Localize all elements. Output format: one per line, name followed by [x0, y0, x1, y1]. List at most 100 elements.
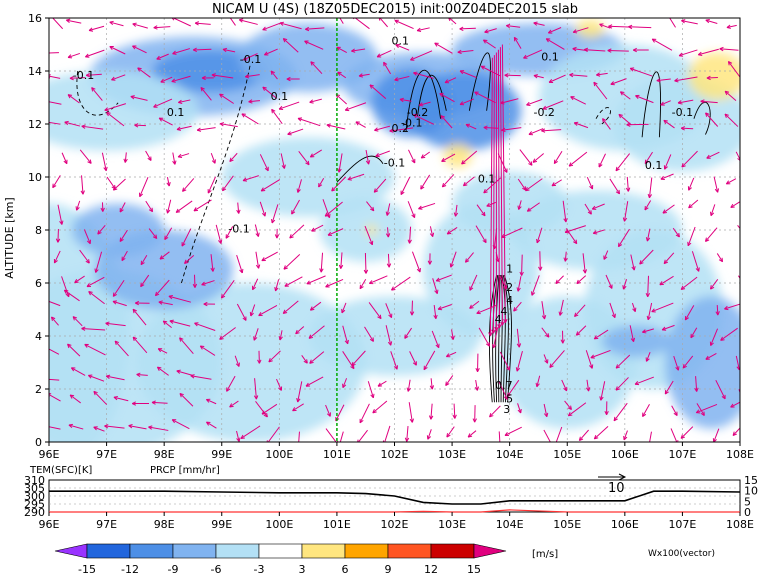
wind-vector: [219, 93, 234, 104]
wind-vector: [562, 200, 568, 223]
wind-vector: [168, 295, 191, 303]
wind-vector: [274, 228, 280, 239]
wind-vector: [724, 90, 737, 101]
wind-vector: [365, 149, 371, 165]
y-tick-label: 16: [28, 12, 42, 25]
wind-vector: [576, 275, 587, 285]
wind-vector: [672, 227, 680, 238]
wind-vector: [255, 401, 268, 418]
wind-vector: [615, 354, 631, 369]
wind-vector: [109, 20, 124, 27]
wind-vector: [564, 400, 572, 410]
wind-vector: [130, 95, 148, 101]
wind-vector: [101, 152, 108, 172]
wind-vector: [91, 87, 103, 101]
wind-vector: [153, 98, 173, 108]
wind-vector: [628, 24, 652, 30]
wind-vector: [674, 76, 698, 83]
wind-vector: [446, 426, 455, 438]
contour-label: 0.1: [167, 106, 185, 119]
wind-vector: [497, 153, 508, 173]
wind-vector: [445, 351, 457, 358]
wind-vector: [215, 224, 223, 244]
wind-vector: [634, 376, 654, 386]
wind-vector: [429, 378, 435, 390]
wind-vector: [158, 117, 173, 126]
wind-vector: [697, 48, 719, 56]
wind-vector: [131, 401, 150, 406]
wind-vector: [298, 431, 300, 442]
contour-labels: -0.1-0.10.10.10.1-0.10.2-0.2-0.10.10.1-0…: [73, 35, 693, 416]
wind-vector: [413, 114, 435, 125]
wind-vector: [70, 367, 86, 376]
contour-line: [405, 69, 442, 132]
wind-vector: [359, 403, 370, 424]
wind-vector: [219, 122, 238, 128]
wind-vector: [158, 300, 173, 306]
wind-vector: [593, 81, 608, 100]
wind-vector: [690, 327, 698, 339]
wind-vector: [248, 99, 261, 104]
annotation-arrow-icon: [598, 473, 627, 481]
wind-vector: [506, 23, 521, 29]
wind-vector: [49, 348, 60, 355]
wind-vector: [68, 423, 84, 430]
wind-vector: [569, 72, 588, 78]
wind-vector: [368, 302, 382, 320]
wind-vector: [491, 55, 496, 334]
wind-vector: [578, 429, 589, 442]
vector-legend: Wx100(vector): [648, 549, 715, 559]
y-tick-label-right: 15: [744, 474, 758, 487]
wind-vector: [255, 251, 261, 269]
contour-line: [468, 52, 491, 111]
wind-shading: [49, 18, 740, 442]
wind-vector: [501, 44, 508, 323]
wind-vector: [326, 123, 346, 130]
y-tick-label: 12: [28, 118, 42, 131]
chart-title: NICAM U (4S) (18Z05DEC2015) init:00Z04DE…: [212, 2, 578, 17]
wind-vector: [358, 73, 370, 78]
wind-vector: [266, 426, 280, 442]
wind-vector: [260, 179, 281, 192]
wind-vector: [677, 99, 694, 105]
wind-vector: [261, 251, 278, 262]
wind-vector: [661, 324, 675, 331]
wind-vector: [687, 177, 695, 191]
shade-region: [72, 203, 165, 257]
wind-vector: [555, 275, 564, 285]
wind-vector: [193, 199, 212, 212]
wind-vector: [132, 45, 147, 54]
x-axis-main: 96E 97E 98E 99E 100E 101E 102E 103E 104E 105E 106E…: [39, 442, 754, 461]
wind-vector: [480, 65, 501, 77]
wind-vector: [642, 404, 650, 417]
wind-vector: [367, 381, 375, 399]
wind-vector: [351, 48, 366, 53]
wind-vector: [385, 203, 391, 216]
wind-vector: [196, 127, 216, 132]
wind-vector: [691, 251, 700, 272]
wind-vector: [97, 224, 106, 235]
wind-vector: [229, 18, 236, 26]
wind-vector: [134, 300, 150, 306]
wind-vector: [61, 152, 68, 165]
wind-vector: [284, 276, 303, 287]
x-tick-label: 104E: [496, 448, 524, 461]
wind-vector: [259, 201, 267, 217]
wind-vector: [338, 252, 344, 269]
wind-vector: [515, 350, 523, 372]
shade-region: [443, 143, 473, 168]
wind-vector: [704, 227, 718, 242]
wind-vector: [112, 279, 125, 297]
wind-vector: [541, 128, 562, 133]
wind-vector: [240, 425, 261, 439]
wind-vector: [177, 153, 190, 159]
wind-vector: [625, 176, 631, 192]
wind-vector: [236, 254, 244, 274]
wind-vector: [171, 419, 190, 430]
wind-vector: [725, 178, 737, 185]
wind-vector: [459, 26, 476, 31]
wind-vector: [519, 254, 524, 276]
wind-vector: [542, 100, 564, 110]
wind-vector: [727, 60, 740, 78]
contour-label: -0.1: [73, 69, 94, 82]
